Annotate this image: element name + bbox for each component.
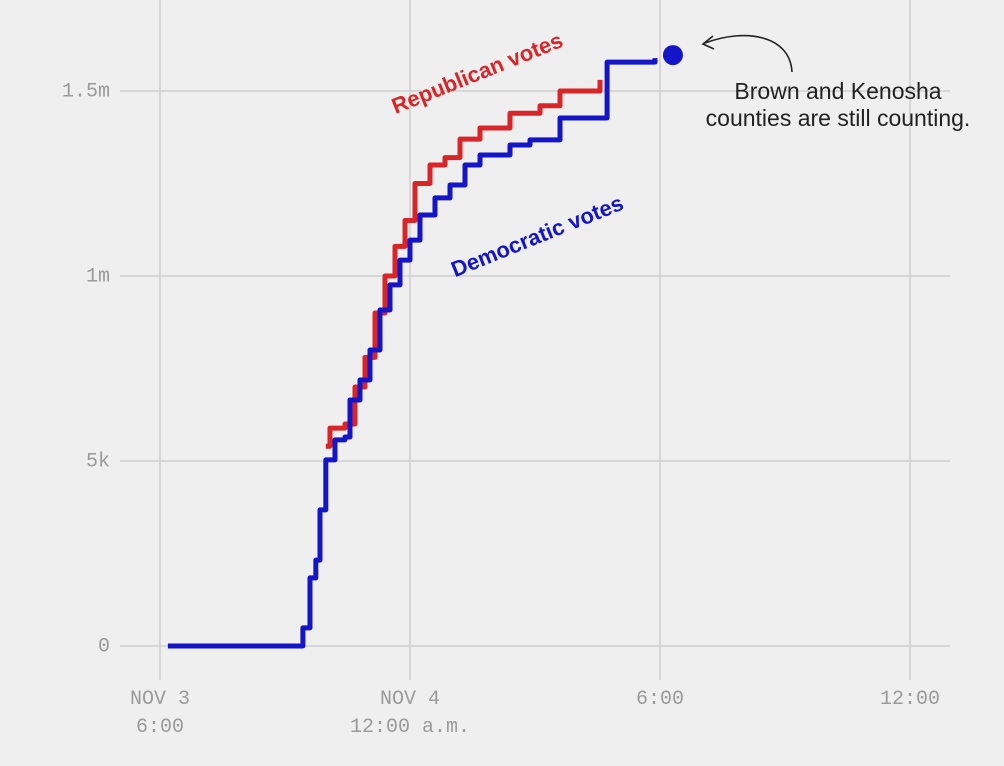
y-tick-label: 1m (86, 265, 110, 288)
y-tick-label: 5k (86, 450, 110, 473)
x-tick-label: NOV 3 6:00 (129, 688, 190, 739)
series-line (167, 58, 658, 649)
annotation-arrowhead (701, 35, 715, 50)
end-marker (662, 45, 683, 66)
x-tick-label: 12:00 (880, 688, 941, 711)
x-tick-label: NOV 4 12:00 a.m. (349, 688, 470, 739)
series-label: Democratic votes (447, 190, 626, 282)
annotation-arrow (704, 34, 793, 73)
annotation: Brown and Kenosha counties are still cou… (705, 78, 971, 131)
y-tick-label: 1.5m (62, 80, 110, 103)
y-tick-label: 0 (98, 635, 110, 658)
x-tick-label: 6:00 (635, 688, 684, 711)
